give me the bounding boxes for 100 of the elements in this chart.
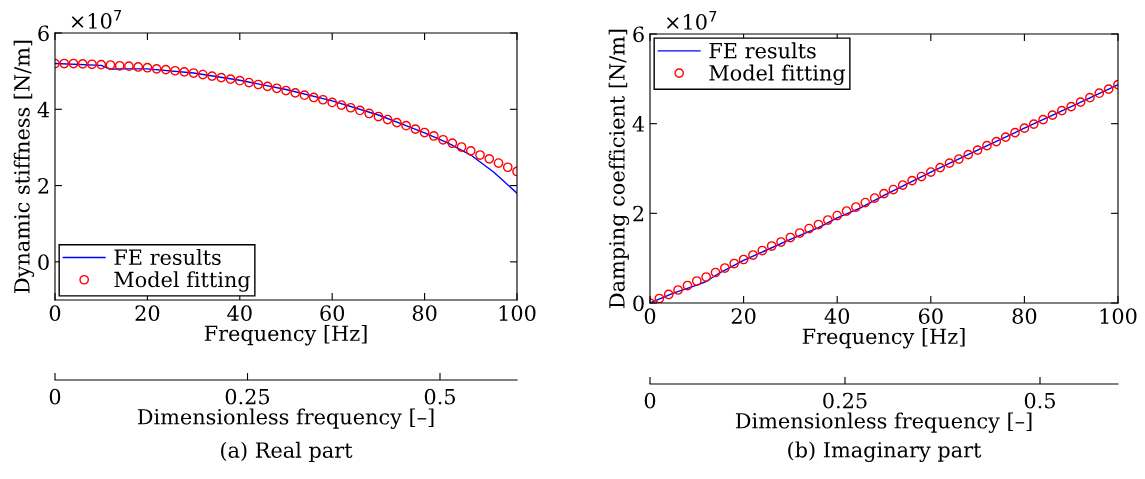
point (841, 206, 852, 216)
point (428, 131, 439, 141)
point (991, 136, 1002, 147)
point (963, 149, 974, 160)
legend-label: Model fitting (114, 271, 251, 292)
point (682, 280, 693, 291)
point (954, 154, 964, 164)
x2-tick-label: 0.5 (1024, 392, 1055, 409)
point (456, 142, 467, 152)
point (345, 102, 356, 113)
y-tick-label: 6 (38, 25, 49, 42)
point (916, 171, 927, 182)
point (484, 154, 495, 164)
point (475, 150, 485, 160)
point (493, 158, 504, 168)
point (1085, 92, 1095, 103)
point (382, 114, 393, 125)
point (907, 175, 917, 186)
point (318, 94, 328, 105)
point (982, 140, 992, 151)
legend-label: Model fitting (709, 64, 846, 86)
x-tick-label: 20 (135, 305, 160, 321)
point (663, 289, 674, 300)
point (869, 193, 880, 203)
point (1066, 101, 1077, 112)
x-tick-label: 20 (731, 308, 756, 324)
x-tick-label: 40 (227, 305, 252, 321)
point (766, 241, 777, 251)
point (502, 162, 513, 173)
point (832, 210, 843, 221)
point (308, 92, 319, 103)
text: (b) Imaginary part (788, 441, 982, 462)
point (944, 158, 955, 168)
point (925, 167, 936, 177)
x-tick-label: 60 (320, 305, 345, 321)
point (410, 124, 421, 134)
x-tick-label: 60 (918, 308, 943, 324)
point (851, 202, 861, 212)
x2-tick-label: 0 (49, 388, 61, 405)
point (1019, 123, 1030, 134)
point (87, 59, 97, 70)
point (151, 63, 162, 74)
point (1056, 105, 1067, 116)
x2-tick-label: 0 (644, 392, 656, 409)
x2-tick-label: 0.25 (225, 388, 270, 405)
point (720, 263, 730, 273)
point (77, 59, 88, 69)
point (701, 272, 712, 282)
point (105, 60, 116, 70)
point (299, 90, 310, 101)
point (785, 232, 796, 243)
point (897, 180, 908, 190)
x2-axis-title: Dimensionless frequency [–] (735, 412, 1032, 433)
point (419, 127, 430, 138)
point (216, 72, 227, 83)
point (262, 81, 273, 92)
point (1038, 114, 1048, 125)
y-axis-title: Damping coefficient [N/m] (608, 29, 630, 308)
point (179, 67, 190, 77)
point (114, 60, 125, 71)
point (59, 58, 70, 69)
point (364, 108, 375, 119)
point (133, 62, 144, 72)
point (170, 65, 180, 76)
point (1075, 97, 1086, 108)
point (1094, 88, 1105, 99)
x-tick-label: 80 (412, 305, 437, 321)
point (244, 77, 254, 88)
x-axis-title: Frequency [Hz] (802, 328, 965, 349)
point (1028, 119, 1039, 129)
point (336, 100, 347, 110)
point (673, 285, 683, 295)
x-tick-label: 0 (49, 305, 61, 321)
point (290, 88, 301, 98)
point (776, 237, 786, 247)
point (822, 215, 833, 225)
point (1103, 84, 1114, 95)
point (794, 228, 805, 238)
point (654, 293, 665, 303)
y-axis-title: Dynamic stiffness [N/m] (13, 40, 35, 293)
point (161, 64, 171, 75)
point (710, 267, 721, 278)
point (757, 245, 768, 256)
point (729, 258, 740, 269)
point (96, 59, 107, 70)
point (1047, 110, 1058, 121)
point (124, 61, 134, 72)
point (281, 85, 291, 96)
point (142, 62, 153, 73)
point (748, 250, 758, 260)
point (401, 120, 411, 131)
x2-tick-label: 0.5 (424, 388, 455, 405)
point (373, 111, 384, 122)
point (355, 105, 365, 116)
x-tick-label: 40 (824, 308, 850, 324)
point (1010, 127, 1020, 138)
point (271, 83, 282, 94)
point (207, 71, 217, 81)
legend-label: FE results (114, 248, 221, 266)
point (438, 134, 448, 145)
